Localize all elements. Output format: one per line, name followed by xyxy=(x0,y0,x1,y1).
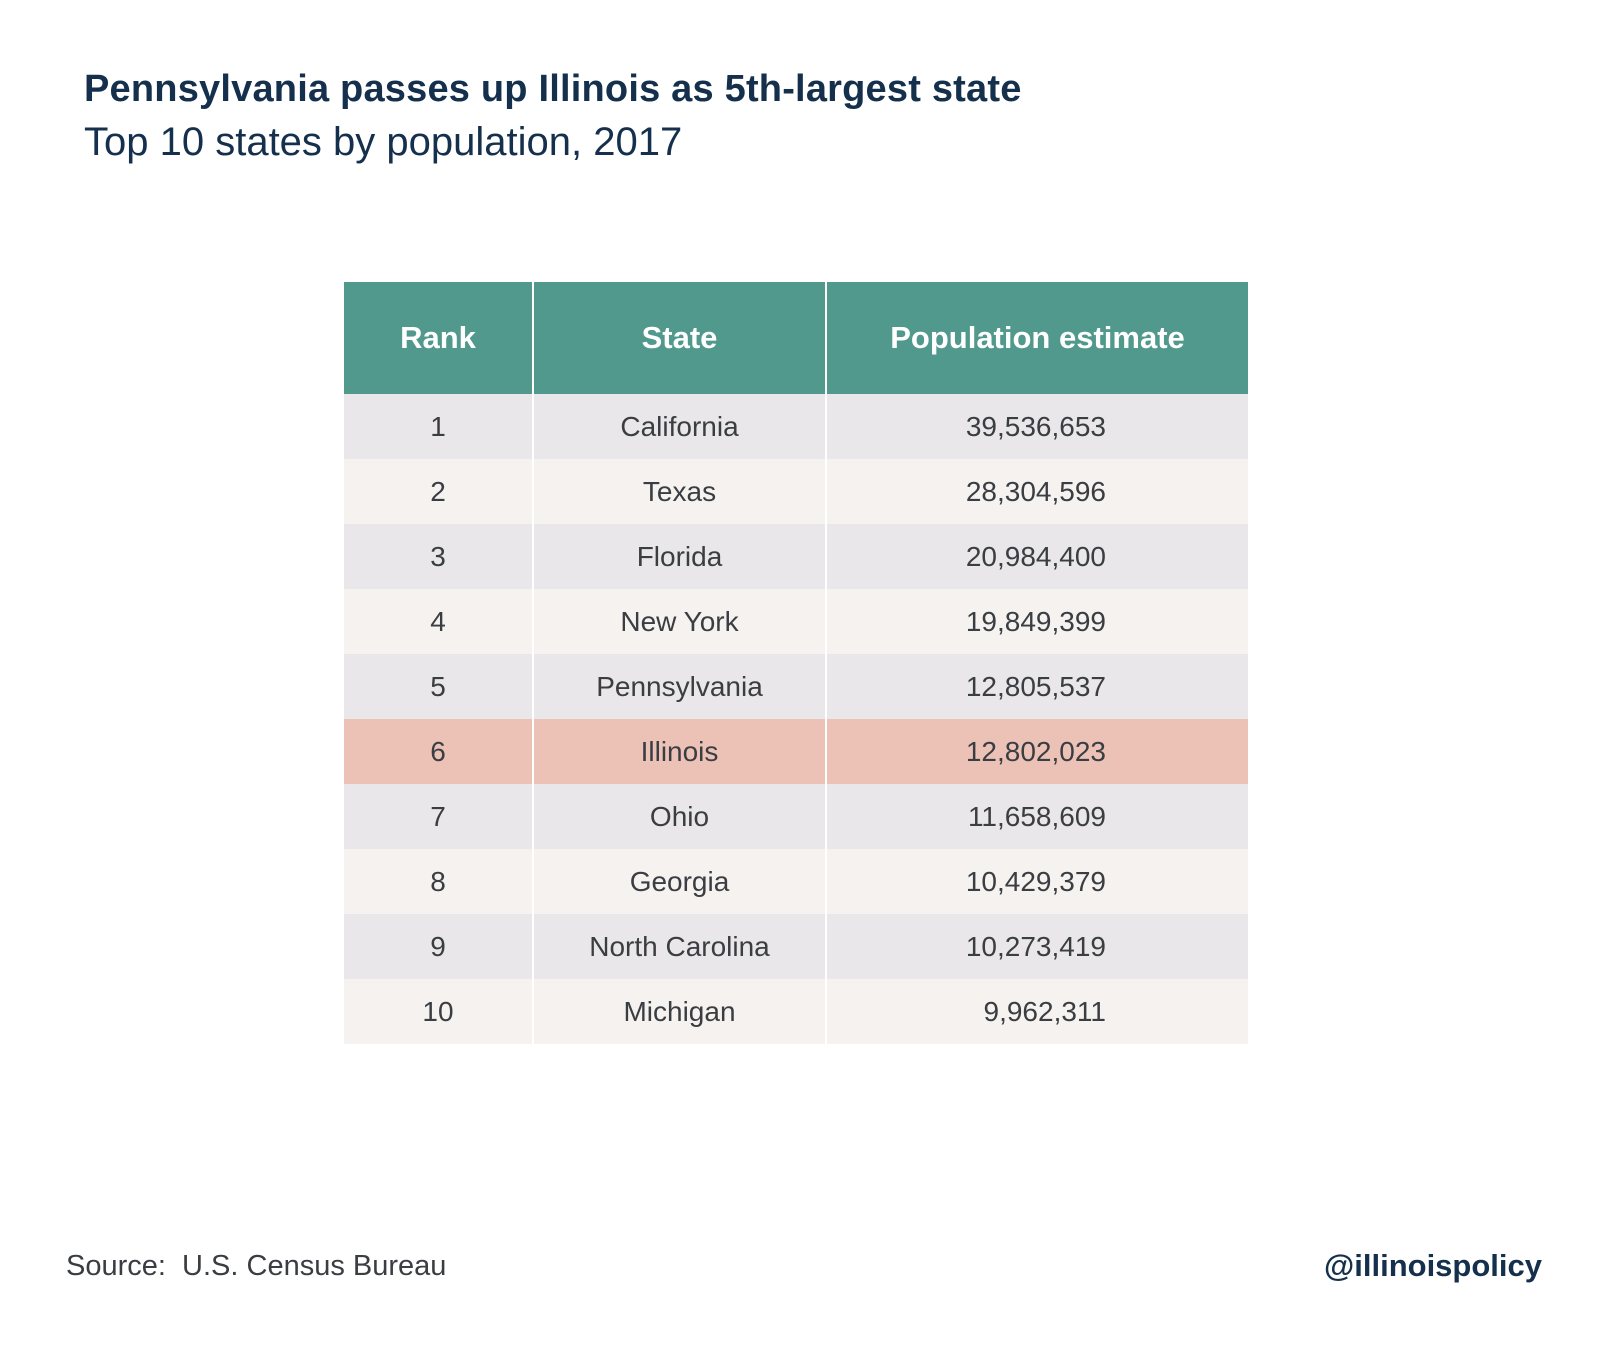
state-cell: North Carolina xyxy=(532,914,826,979)
rank-cell: 4 xyxy=(430,605,446,637)
state-cell: New York xyxy=(532,589,826,654)
rank-cell: 2 xyxy=(430,475,446,507)
rank-cell: 6 xyxy=(430,735,446,767)
state-cell: Texas xyxy=(532,459,826,524)
population-cell: 11,658,609 xyxy=(825,784,1248,849)
column-header-state: State xyxy=(532,282,826,394)
population-cell: 10,273,419 xyxy=(825,914,1248,979)
population-cell: 9,962,311 xyxy=(825,979,1248,1044)
population-table: Rank State Population estimate 1 Californ… xyxy=(344,282,1248,1044)
chart-subtitle: Top 10 states by population, 2017 xyxy=(84,120,683,164)
state-cell: Georgia xyxy=(532,849,826,914)
population-cell: 10,429,379 xyxy=(825,849,1248,914)
population-cell: 12,805,537 xyxy=(825,654,1248,719)
table-row: 8 Georgia 10,429,379 xyxy=(344,849,1248,914)
table-row-highlighted: 6 Illinois 12,802,023 xyxy=(344,719,1248,784)
table-row: 5 Pennsylvania 12,805,537 xyxy=(344,654,1248,719)
source-note: Source: U.S. Census Bureau xyxy=(66,1250,447,1282)
state-cell: Michigan xyxy=(532,979,826,1044)
rank-cell: 3 xyxy=(430,540,446,572)
population-cell: 20,984,400 xyxy=(825,524,1248,589)
state-cell: Ohio xyxy=(532,784,826,849)
table-row: 9 North Carolina 10,273,419 xyxy=(344,914,1248,979)
state-cell: Florida xyxy=(532,524,826,589)
chart-title: Pennsylvania passes up Illinois as 5th-l… xyxy=(84,68,1022,110)
table-row: 2 Texas 28,304,596 xyxy=(344,459,1248,524)
table-body: 1 California 39,536,653 2 Texas 28,304,596 3 Fl… xyxy=(344,394,1248,1044)
population-cell: 12,802,023 xyxy=(825,719,1248,784)
rank-cell: 9 xyxy=(430,930,446,962)
rank-cell: 10 xyxy=(422,995,454,1027)
column-header-population: Population estimate xyxy=(825,282,1248,394)
table-header-row: Rank State Population estimate xyxy=(344,282,1248,394)
table-row: 4 New York 19,849,399 xyxy=(344,589,1248,654)
state-cell: Pennsylvania xyxy=(532,654,826,719)
population-cell: 39,536,653 xyxy=(825,394,1248,459)
rank-cell: 8 xyxy=(430,865,446,897)
population-cell: 28,304,596 xyxy=(825,459,1248,524)
state-cell: Illinois xyxy=(532,719,826,784)
social-handle: @illinoispolicy xyxy=(1324,1248,1542,1283)
population-cell: 19,849,399 xyxy=(825,589,1248,654)
column-header-rank: Rank xyxy=(344,282,533,394)
rank-cell: 1 xyxy=(430,410,446,442)
state-cell: California xyxy=(532,394,826,459)
rank-cell: 5 xyxy=(430,670,446,702)
table-row: 3 Florida 20,984,400 xyxy=(344,524,1248,589)
table-row: 7 Ohio 11,658,609 xyxy=(344,784,1248,849)
table-row: 10 Michigan 9,962,311 xyxy=(344,979,1248,1044)
table-row: 1 California 39,536,653 xyxy=(344,394,1248,459)
rank-cell: 7 xyxy=(430,800,446,832)
